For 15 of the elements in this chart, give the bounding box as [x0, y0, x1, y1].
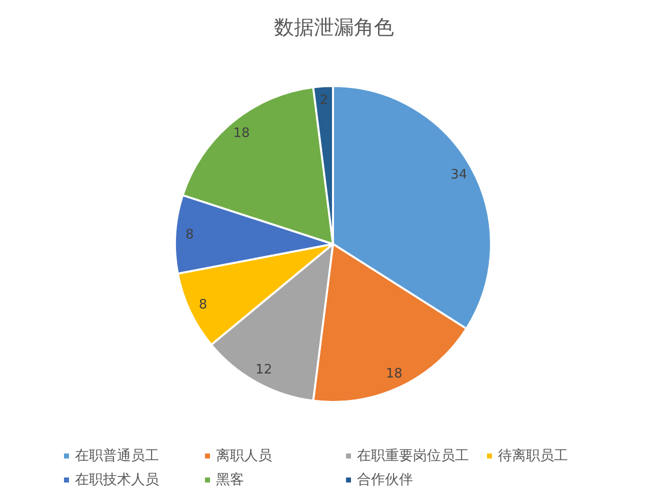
data-label: 18 [386, 366, 402, 382]
chart-title: 数据泄漏角色 [274, 15, 394, 39]
data-label: 18 [233, 126, 250, 141]
legend-label: 黑客 [216, 472, 244, 488]
data-label: 34 [450, 167, 468, 182]
data-label: 8 [186, 227, 194, 242]
data-label: 2 [320, 93, 328, 108]
legend-label: 在职重要岗位员工 [357, 448, 469, 464]
legend-label: 在职普通员工 [75, 447, 159, 464]
legend-label: 在职技术人员 [75, 472, 159, 488]
legend-label: 离职人员 [216, 448, 272, 464]
data-label: 8 [198, 298, 208, 313]
data-label: 12 [256, 362, 272, 378]
legend-label: 待离职员工 [498, 448, 568, 464]
legend-label: 合作伙伴 [357, 472, 413, 488]
